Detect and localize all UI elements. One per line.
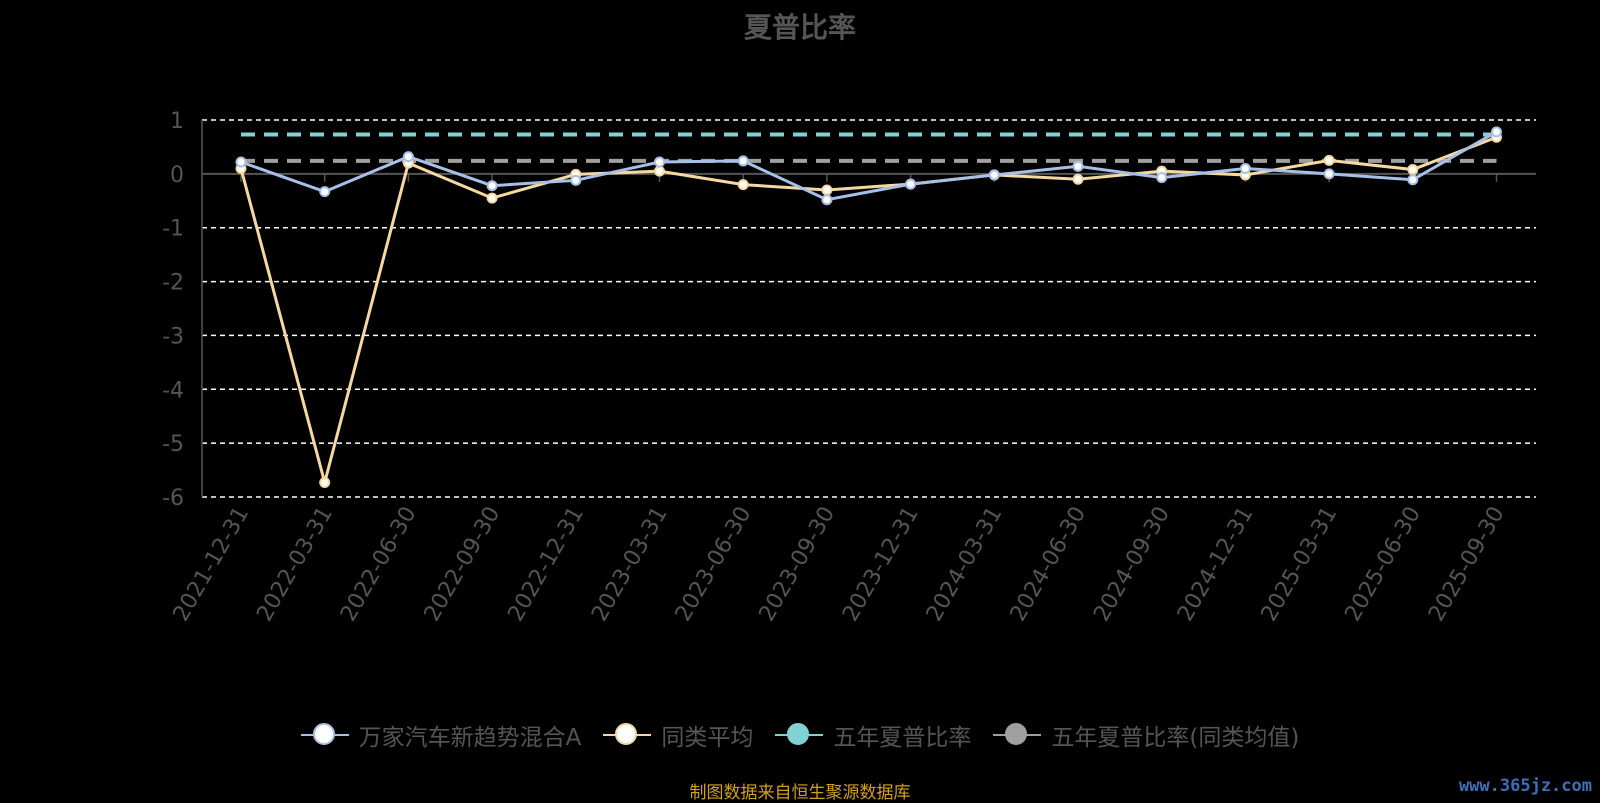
legend-label: 同类平均	[661, 725, 754, 751]
data-point	[319, 186, 331, 198]
y-tick-label: -5	[162, 432, 184, 457]
data-point	[1323, 154, 1335, 166]
legend-item-category-average[interactable]: 同类平均	[603, 718, 753, 752]
x-tick-label: 2024-12-31	[1173, 503, 1259, 626]
x-tick-label: 2024-03-31	[922, 503, 1008, 626]
x-tick-label: 2022-03-31	[252, 503, 338, 626]
legend-marker-icon	[300, 721, 349, 749]
data-point	[1323, 168, 1335, 180]
data-point	[1072, 173, 1084, 185]
x-tick-label: 2022-12-31	[503, 503, 589, 626]
series-line-1	[239, 135, 1498, 489]
x-tick-label: 2025-09-30	[1424, 503, 1510, 626]
data-point	[654, 156, 665, 168]
data-point	[235, 156, 247, 168]
data-point	[1407, 174, 1419, 186]
x-tick-label: 2022-09-30	[420, 502, 506, 625]
data-point	[988, 169, 1000, 181]
data-point	[1239, 162, 1251, 174]
legend-label: 五年夏普比率	[833, 725, 972, 751]
x-tick-label: 2023-03-31	[587, 503, 673, 626]
y-tick-label: 0	[170, 163, 184, 188]
data-source-note: 制图数据来自恒生聚源数据库	[689, 783, 911, 803]
data-point	[654, 165, 665, 177]
data-point	[319, 476, 331, 488]
series-line-0	[240, 130, 1498, 202]
data-point	[570, 174, 582, 186]
y-tick-label: -3	[162, 324, 184, 349]
x-tick-label: 2024-06-30	[1006, 503, 1092, 626]
data-point	[486, 180, 498, 192]
x-tick-label: 2025-06-30	[1340, 503, 1426, 626]
x-tick-label: 2025-03-31	[1257, 503, 1343, 626]
legend-label: 万家汽车新趋势混合A	[358, 725, 582, 751]
data-point	[486, 192, 498, 204]
legend-item-five-year-sharpe-category[interactable]: 五年夏普比率(同类均值)	[993, 718, 1299, 752]
y-tick-label: 1	[170, 109, 184, 134]
data-point	[821, 194, 833, 206]
chart-title: 夏普比率	[743, 11, 856, 44]
x-tick-label: 2022-06-30	[336, 503, 422, 626]
y-tick-label: -2	[162, 271, 184, 296]
y-tick-label: -1	[162, 217, 184, 242]
x-tick-label: 2023-12-31	[838, 503, 924, 626]
data-point	[1072, 160, 1084, 172]
data-point	[905, 178, 917, 190]
data-point	[737, 155, 749, 167]
x-tick-label: 2021-12-31	[169, 503, 255, 626]
legend-marker-icon	[993, 721, 1042, 749]
chart-legend: 万家汽车新趋势混合A 同类平均 五年夏普比率 五年夏普比率(同类均值)	[0, 718, 1600, 752]
y-tick-label: -4	[162, 378, 184, 403]
data-point	[737, 179, 749, 191]
data-point	[1491, 126, 1502, 138]
x-tick-label: 2024-09-30	[1089, 503, 1175, 626]
legend-marker-icon	[603, 721, 652, 749]
data-point	[402, 151, 414, 163]
data-point	[821, 184, 833, 196]
data-point	[1156, 172, 1168, 184]
watermark: www.365jz.com	[1458, 776, 1592, 796]
x-tick-label: 2023-09-30	[755, 503, 841, 626]
legend-item-fund[interactable]: 万家汽车新趋势混合A	[300, 718, 582, 752]
legend-item-five-year-sharpe[interactable]: 五年夏普比率	[775, 718, 971, 752]
data-point	[1407, 164, 1419, 176]
x-tick-label: 2023-06-30	[671, 503, 757, 626]
legend-label: 五年夏普比率(同类均值)	[1051, 725, 1300, 751]
y-tick-label: -6	[162, 486, 184, 511]
legend-marker-icon	[775, 721, 824, 749]
